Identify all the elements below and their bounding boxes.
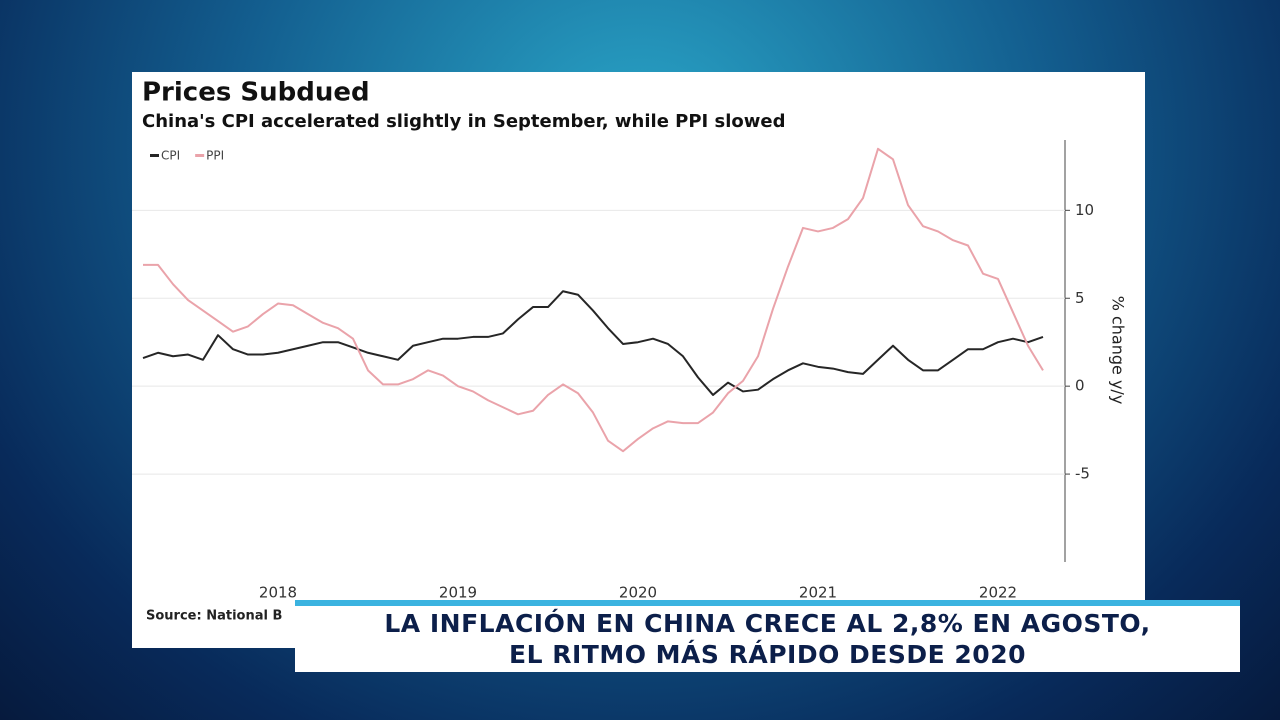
y-tick-label: 0 [1075,377,1085,395]
legend-swatch [195,154,205,157]
y-axis-label: % change y/y [1109,296,1128,405]
chart-title: Prices Subdued [142,78,370,108]
source: Source: National B [146,609,282,624]
series-line [143,147,1044,453]
y-tick-label: 10 [1075,201,1094,219]
legend-label: CPI [161,149,180,163]
banner-line: EL RITMO MÁS RÁPIDO DESDE 2020 [509,640,1026,669]
legend-label: PPI [206,149,224,163]
x-tick-label: 2019 [439,584,477,602]
banner-line: LA INFLACIÓN EN CHINA CRECE AL 2,8% EN A… [384,609,1151,638]
x-tick-label: 2018 [259,584,297,602]
x-tick-label: 2020 [619,584,657,602]
x-tick-label: 2022 [979,584,1017,602]
series-line [142,290,1044,396]
y-tick-label: 5 [1075,289,1085,307]
legend-swatch [150,154,159,157]
chart: Prices Subdued China's CPI accelerated s… [132,78,1128,624]
lower-third: LA INFLACIÓN EN CHINA CRECE AL 2,8% EN A… [295,600,1240,672]
chart-card: Prices Subdued China's CPI accelerated s… [132,72,1145,648]
y-tick-label: -5 [1075,465,1090,483]
chart-subtitle: China's CPI accelerated slightly in Sept… [142,111,785,132]
x-tick-label: 2021 [799,584,837,602]
